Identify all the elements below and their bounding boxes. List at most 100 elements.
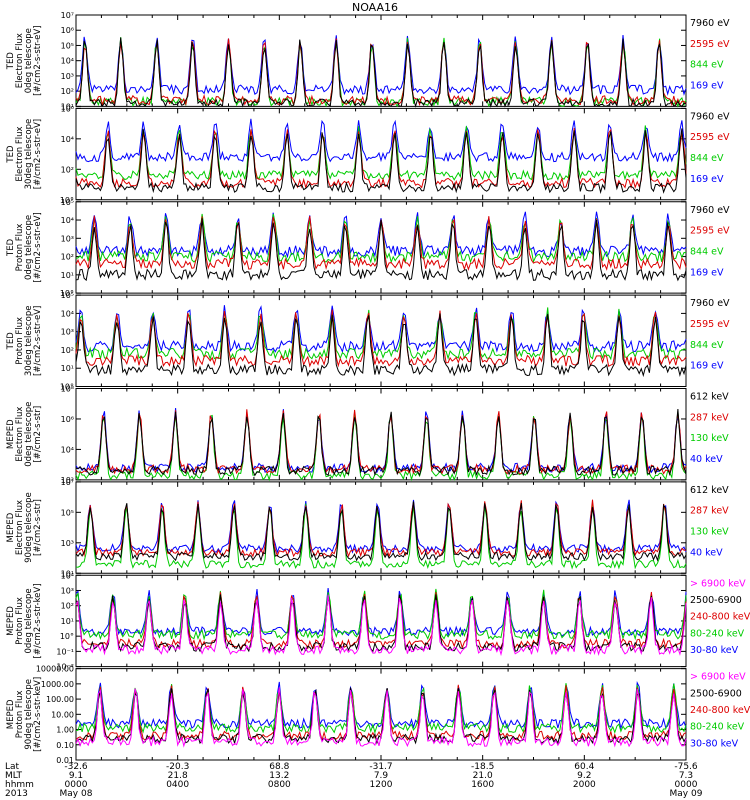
legend-item: 30-80 keV (690, 645, 739, 656)
y-axis-label: [#/cm2-s-str] (33, 499, 43, 556)
y-tick-label: 10000.00 (36, 665, 74, 674)
series-line (75, 501, 687, 562)
y-axis-label: TED (6, 145, 16, 164)
x-axis-hhmm-label: 2000 (573, 780, 596, 790)
series-line (75, 37, 687, 108)
chart-title: NOAA16 (351, 1, 399, 14)
y-axis-label: TED (6, 332, 16, 351)
y-tick-label: 10² (61, 87, 74, 96)
y-tick-label: 0.10 (56, 741, 74, 750)
y-axis-label: Proton Flux (15, 597, 25, 645)
y-tick-label: 10° (60, 383, 74, 392)
y-axis-label: Electron Flux (15, 500, 25, 555)
y-tick-label: 10² (61, 346, 74, 355)
y-axis-label: [#/cm2-s-str-eV] (33, 212, 43, 282)
x-axis-mlt-label: 9.1 (69, 771, 83, 781)
x-axis-mlt-label: 13.2 (269, 771, 289, 781)
y-axis-label: MEPED (6, 606, 16, 636)
legend-item: 2500-6900 (690, 688, 742, 699)
y-tick-label: 10° (60, 632, 74, 641)
y-tick-label: 10⁷ (61, 11, 74, 20)
panel-7: 10⁻² 10⁻¹ 10° 10¹ 10² 10³ 10⁴ MEPED Proton Flux 0… (6, 571, 750, 671)
series-line (75, 305, 687, 354)
legend-item: 844 eV (690, 153, 724, 164)
y-tick-label: 10.00 (51, 710, 74, 719)
panel-5: 10² 10⁴ 10⁶ 10⁸ MEPED Electron Flux 0deg teles… (6, 385, 729, 485)
series-line (75, 594, 687, 657)
series-line (75, 313, 687, 378)
y-tick-label: 100.00 (46, 695, 74, 704)
series-line (75, 128, 687, 190)
y-axis-label: Proton Flux (15, 690, 25, 738)
y-tick-label: 10⁵ (61, 41, 74, 50)
legend-item: 169 eV (690, 267, 724, 278)
y-tick-label: 0.01 (56, 756, 74, 765)
legend-item: 80-240 keV (690, 628, 745, 639)
legend-item: 169 eV (690, 174, 724, 185)
y-axis-label: 0deg telescope (24, 402, 34, 467)
legend-item: 844 eV (690, 60, 724, 71)
y-tick-label: 10⁴ (61, 571, 74, 580)
legend-item: 2595 eV (690, 132, 730, 143)
legend-item: 287 keV (690, 412, 729, 423)
legend-item: 844 eV (690, 340, 724, 351)
series-line (75, 35, 687, 96)
x-axis-lat-label: 68.8 (269, 762, 289, 772)
legend-item: 40 keV (690, 454, 723, 465)
y-tick-label: 10⁵ (61, 508, 74, 517)
y-tick-label: 10² (61, 253, 74, 262)
series-line (75, 407, 687, 474)
y-axis-label: Proton Flux (15, 224, 25, 272)
y-tick-label: 10⁵ (61, 198, 74, 207)
y-tick-label: 10⁴ (61, 57, 74, 66)
y-axis-label: Electron Flux (15, 126, 25, 181)
series-line (75, 588, 687, 641)
y-axis-label: 0deg telescope (24, 28, 34, 93)
y-tick-label: 10² (61, 165, 74, 174)
y-tick-label: 10³ (61, 72, 74, 81)
x-axis-mlt-label: 7.3 (679, 771, 693, 781)
series-line (75, 125, 687, 181)
legend-item: 240-800 keV (690, 612, 750, 623)
y-axis-label: TED (6, 238, 16, 257)
x-axis-lat-label: 60.4 (574, 762, 594, 772)
legend-item: 169 eV (690, 81, 724, 92)
panel-4: 10° 10¹ 10² 10³ 10⁴ 10⁵ TED Proton Flux 30deg te… (6, 291, 730, 391)
y-tick-label: 10⁵ (61, 291, 74, 300)
series-line (75, 118, 687, 163)
panel-frame (75, 388, 687, 481)
legend-item: 7960 eV (690, 111, 730, 122)
series-line (75, 594, 687, 653)
y-axis-label: [#/cm2-s-str] (33, 406, 43, 463)
y-axis-label: TED (6, 52, 16, 71)
x-axis-row-label: 2013 (5, 789, 28, 799)
legend-item: 2500-6900 (690, 595, 742, 606)
y-axis-label: [#/cm2-s-str-keV] (33, 583, 43, 658)
legend-item: 169 eV (690, 361, 724, 372)
legend-item: 7960 eV (690, 298, 730, 309)
y-axis-label: [#/cm2-s-str-eV] (33, 306, 43, 376)
y-axis-label: 0deg telescope (24, 588, 34, 653)
series-line (75, 687, 687, 748)
legend-item: 7960 eV (690, 18, 730, 29)
y-tick-label: 10¹ (61, 364, 74, 373)
series-line (75, 38, 687, 107)
series-line (75, 211, 687, 259)
series-line (75, 218, 687, 282)
legend-item: > 6900 keV (690, 578, 746, 589)
series-line (75, 683, 687, 735)
y-axis-label: [#/cm2-s-str-eV] (33, 119, 43, 189)
y-tick-label: 1000.00 (41, 680, 74, 689)
y-tick-label: 10² (61, 602, 74, 611)
y-axis-label: 90deg telescope (24, 679, 34, 750)
y-tick-label: 10⁶ (61, 26, 74, 35)
x-axis-lat-label: -31.7 (369, 762, 392, 772)
legend-item: 40 keV (690, 547, 723, 558)
series-line (75, 128, 687, 195)
y-axis-label: 30deg telescope (24, 119, 34, 190)
y-tick-label: 10⁸ (61, 385, 74, 394)
panel-2: 10° 10² 10⁴ 10⁶ TED Electron Flux 30deg telesc… (6, 104, 730, 204)
y-tick-label: 10⁶ (61, 415, 74, 424)
legend-item: > 6900 keV (690, 672, 746, 683)
